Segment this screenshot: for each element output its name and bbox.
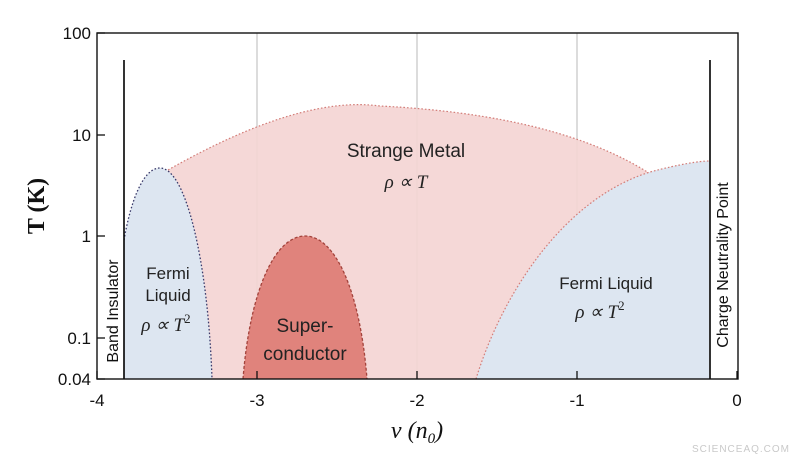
y-tick-label: 100 (63, 24, 91, 43)
superconductor-label-line2: conductor (263, 344, 347, 365)
fermi-liquid-left-label-line1: Fermi (146, 264, 189, 283)
x-tick-label: -2 (409, 391, 424, 410)
y-tick-label: 0.04 (58, 370, 91, 389)
fermi-liquid-left-formula: ρ ∝ T2 (140, 311, 190, 336)
watermark: SCIENCEAQ.COM (691, 444, 790, 455)
fermi-liquid-right-region (476, 161, 709, 379)
fermi-liquid-left-region (124, 168, 212, 379)
x-tick-label: 0 (732, 391, 741, 410)
fermi-liquid-right-formula: ρ ∝ T2 (574, 298, 624, 323)
x-axis-title: ν (n0) (391, 418, 443, 447)
strange-metal-formula: ρ ∝ T (384, 172, 429, 193)
band-insulator-label: Band Insulator (105, 259, 122, 363)
fermi-liquid-right-label: Fermi Liquid (559, 274, 653, 293)
y-axis (97, 32, 105, 380)
x-tick-label: -3 (249, 391, 264, 410)
fermi-liquid-left-label-line2: Liquid (145, 286, 190, 305)
y-tick-label: 10 (72, 126, 91, 145)
y-axis-title: T (K) (24, 178, 50, 234)
y-tick-label: 1 (82, 227, 91, 246)
strange-metal-boundary (167, 103, 653, 176)
strange-metal-label: Strange Metal (347, 141, 465, 162)
superconductor-boundary (242, 235, 368, 379)
superconductor-region (243, 236, 367, 379)
superconductor-label-line1: Super- (276, 316, 333, 337)
x-tick-label: -4 (89, 391, 104, 410)
y-tick-label: 0.1 (67, 329, 91, 348)
x-tick-label: -1 (569, 391, 584, 410)
fermi-liquid-right-boundary (475, 160, 710, 379)
charge-neutrality-label: Charge Neutrality Point (715, 182, 732, 348)
x-axis (96, 371, 738, 379)
